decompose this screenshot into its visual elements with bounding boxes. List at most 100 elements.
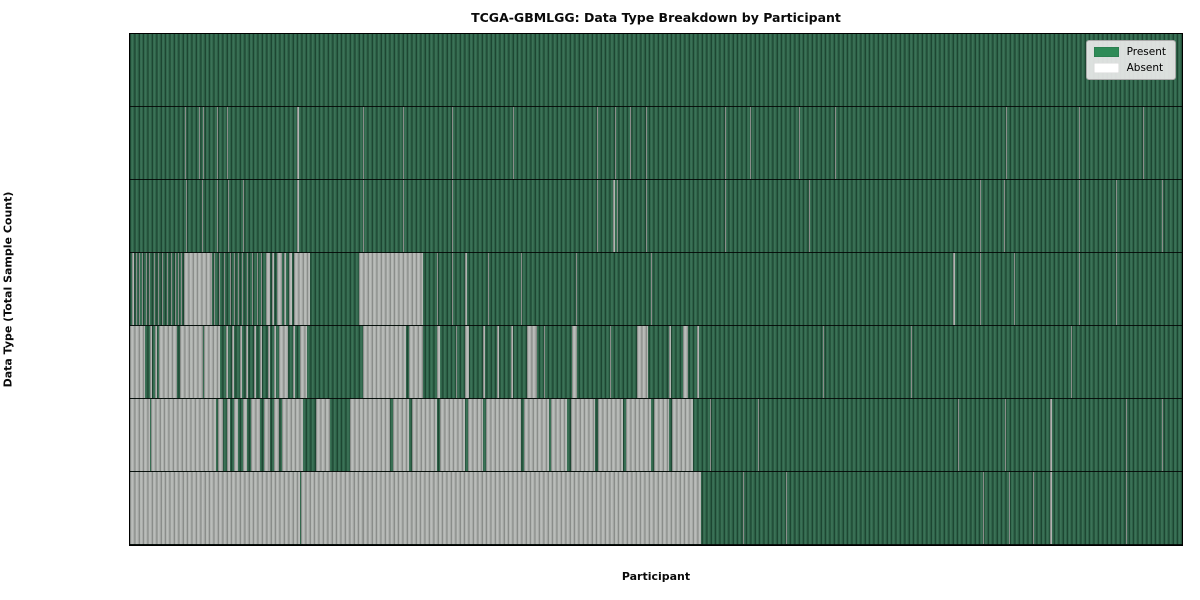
- absent-segment: [520, 253, 522, 325]
- absent-segment: [451, 253, 453, 325]
- absent-segment: [439, 399, 465, 471]
- absent-segment: [1126, 399, 1128, 471]
- absent-segment: [181, 253, 183, 325]
- absent-segment: [1078, 180, 1080, 252]
- x-tick-mark: [1060, 545, 1061, 546]
- absent-segment: [229, 253, 232, 325]
- absent-segment: [646, 180, 648, 252]
- heatmap-row-Methylation: [130, 253, 1182, 326]
- heatmap-row-BCR: [130, 34, 1182, 107]
- absent-segment: [246, 326, 249, 398]
- absent-segment: [1078, 253, 1080, 325]
- absent-segment: [178, 253, 180, 325]
- absent-segment: [276, 253, 282, 325]
- absent-segment: [1142, 107, 1144, 179]
- legend-swatch-absent-icon: [1093, 63, 1119, 73]
- legend-label: Present: [1126, 46, 1166, 58]
- absent-segment: [957, 399, 959, 471]
- absent-segment: [217, 107, 219, 179]
- x-tick-mark: [130, 545, 131, 546]
- absent-segment: [218, 399, 223, 471]
- absent-segment: [513, 107, 515, 179]
- absent-segment: [409, 326, 423, 398]
- absent-segment: [625, 399, 651, 471]
- absent-segment: [150, 326, 153, 398]
- absent-segment: [227, 180, 229, 252]
- absent-segment: [527, 326, 538, 398]
- absent-segment: [204, 326, 221, 398]
- absent-segment: [174, 253, 176, 325]
- absent-segment: [710, 399, 712, 471]
- absent-segment: [247, 253, 249, 325]
- absent-segment: [234, 253, 236, 325]
- absent-segment: [1049, 399, 1052, 471]
- absent-segment: [617, 180, 619, 252]
- absent-segment: [232, 326, 235, 398]
- absent-segment: [217, 180, 219, 252]
- absent-segment: [488, 253, 490, 325]
- absent-segment: [436, 326, 440, 398]
- absent-segment: [451, 107, 453, 179]
- absent-segment: [757, 399, 759, 471]
- absent-segment: [483, 326, 486, 398]
- absent-segment: [980, 253, 982, 325]
- absent-segment: [653, 399, 670, 471]
- absent-segment: [1162, 399, 1164, 471]
- absent-segment: [183, 253, 212, 325]
- absent-segment: [467, 399, 484, 471]
- absent-segment: [486, 399, 521, 471]
- absent-segment: [184, 107, 186, 179]
- absent-segment: [261, 253, 263, 325]
- absent-segment: [263, 399, 270, 471]
- absent-segment: [609, 326, 611, 398]
- absent-segment: [1071, 326, 1073, 398]
- absent-segment: [650, 253, 652, 325]
- absent-segment: [911, 326, 913, 398]
- y-tick-mark: [129, 216, 130, 217]
- absent-segment: [725, 107, 727, 179]
- absent-segment: [250, 399, 261, 471]
- y-tick-mark: [129, 508, 130, 509]
- absent-segment: [223, 253, 225, 325]
- absent-segment: [1004, 180, 1006, 252]
- absent-segment: [1006, 107, 1008, 179]
- heatmap-row-MAF: [130, 326, 1182, 399]
- absent-segment: [725, 180, 727, 252]
- x-tick-mark: [502, 545, 503, 546]
- legend: Present Absent: [1085, 40, 1176, 80]
- absent-segment: [363, 180, 365, 252]
- absent-segment: [253, 326, 256, 398]
- y-tick-mark: [129, 70, 130, 71]
- absent-segment: [570, 399, 596, 471]
- absent-segment: [742, 472, 744, 544]
- absent-segment: [402, 107, 405, 179]
- absent-segment: [982, 472, 984, 544]
- absent-segment: [226, 399, 231, 471]
- absent-segment: [198, 107, 200, 179]
- absent-segment: [683, 326, 689, 398]
- absent-segment: [822, 326, 824, 398]
- absent-segment: [180, 326, 203, 398]
- absent-segment: [669, 326, 672, 398]
- absent-segment: [281, 399, 303, 471]
- absent-segment: [265, 253, 270, 325]
- absent-segment: [809, 180, 810, 252]
- y-axis-label: Data Type (Total Sample Count): [1, 191, 15, 388]
- absent-segment: [1115, 180, 1117, 252]
- absent-segment: [612, 180, 615, 252]
- absent-segment: [142, 253, 143, 325]
- absent-segment: [155, 326, 157, 398]
- absent-segment: [597, 399, 623, 471]
- absent-segment: [1033, 472, 1035, 544]
- absent-segment: [750, 107, 752, 179]
- absent-segment: [237, 253, 239, 325]
- absent-segment: [170, 253, 172, 325]
- absent-segment: [1013, 253, 1015, 325]
- absent-segment: [576, 253, 578, 325]
- absent-segment: [130, 399, 150, 471]
- absent-segment: [798, 107, 800, 179]
- absent-segment: [289, 253, 292, 325]
- absent-segment: [596, 180, 598, 252]
- absent-segment: [1078, 107, 1080, 179]
